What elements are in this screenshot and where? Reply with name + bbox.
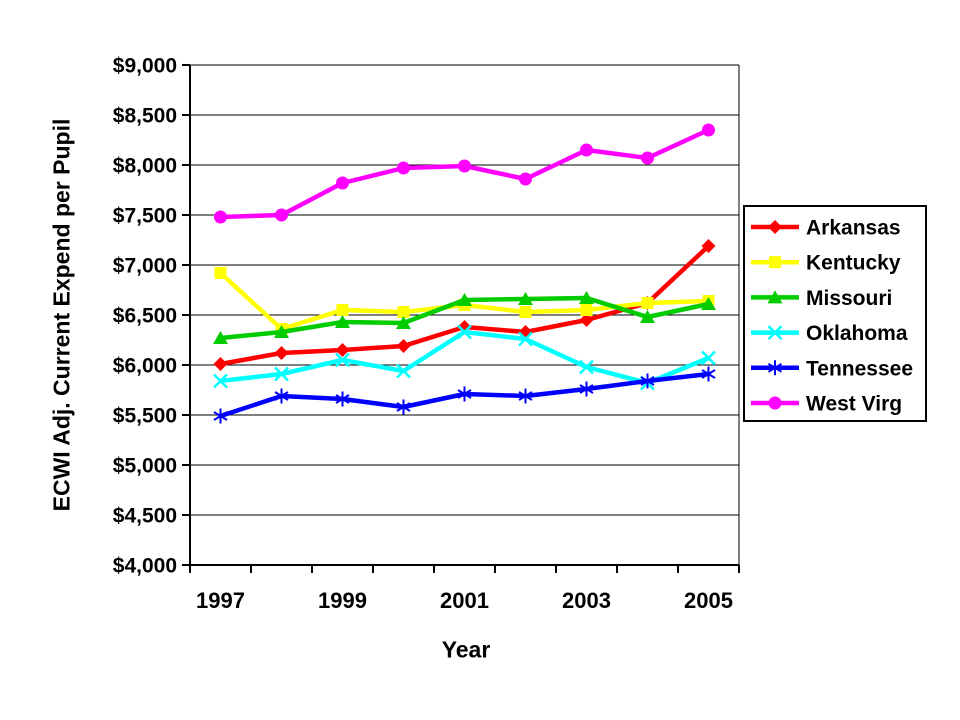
marker-arkansas (396, 339, 411, 353)
marker-tennessee (457, 386, 472, 402)
marker-tennessee (274, 388, 289, 404)
marker-kentucky (519, 306, 532, 318)
marker-tennessee (396, 399, 411, 415)
marker-west-virg (275, 208, 288, 222)
legend-marker-west-virg (768, 396, 782, 410)
legend-label-arkansas: Arkansas (806, 217, 901, 240)
x-tick-label: 2001 (440, 588, 489, 613)
y-tick-label: $4,000 (113, 555, 177, 578)
legend-marker-arkansas (768, 220, 782, 234)
legend-label-missouri: Missouri (806, 287, 892, 310)
y-tick-label: $5,000 (113, 455, 177, 478)
marker-arkansas (274, 346, 289, 360)
y-tick-label: $6,500 (113, 305, 177, 328)
y-tick-label: $8,500 (113, 105, 177, 128)
marker-missouri (396, 316, 411, 329)
legend-marker-tennessee (767, 360, 783, 376)
marker-west-virg (702, 123, 715, 137)
marker-missouri (213, 331, 228, 344)
legend-marker-kentucky (769, 256, 781, 269)
y-tick-label: $9,000 (113, 55, 177, 78)
x-tick-label: 1997 (196, 588, 245, 613)
y-tick-label: $6,000 (113, 355, 177, 378)
legend-label-tennessee: Tennessee (806, 357, 913, 380)
legend-marker-oklahoma (767, 325, 783, 340)
marker-kentucky (214, 267, 227, 279)
legend-box (743, 205, 927, 422)
marker-tennessee (579, 381, 594, 397)
legend-marker-missouri (767, 290, 783, 304)
marker-kentucky (580, 304, 593, 316)
series-line-oklahoma (218, 329, 711, 386)
marker-missouri (701, 297, 716, 310)
marker-missouri (518, 292, 533, 305)
marker-tennessee (213, 408, 228, 424)
marker-arkansas (213, 357, 228, 371)
marker-oklahoma (518, 331, 533, 347)
marker-missouri (274, 325, 289, 338)
marker-oklahoma (457, 324, 472, 340)
marker-tennessee (335, 391, 350, 407)
marker-arkansas (335, 343, 350, 357)
marker-arkansas (701, 239, 716, 253)
marker-tennessee (640, 373, 655, 389)
y-tick-label: $7,500 (113, 205, 177, 228)
series-line-west-virg (218, 127, 711, 220)
marker-missouri (640, 310, 655, 323)
marker-oklahoma (396, 363, 411, 379)
y-tick-label: $5,500 (113, 405, 177, 428)
marker-kentucky (641, 297, 654, 309)
marker-missouri (457, 293, 472, 306)
marker-west-virg (397, 161, 410, 175)
marker-oklahoma (213, 373, 228, 389)
x-tick-label: 1999 (318, 588, 367, 613)
x-tick-label: 2005 (684, 588, 733, 613)
marker-arkansas (579, 313, 594, 327)
marker-oklahoma (701, 350, 716, 366)
y-tick-label: $8,000 (113, 155, 177, 178)
y-tick-label: $7,000 (113, 255, 177, 278)
y-tick-label: $4,500 (113, 505, 177, 528)
marker-kentucky (397, 306, 410, 318)
marker-oklahoma (335, 352, 350, 368)
x-axis-title: Year (441, 636, 491, 663)
legend-label-west-virg: West Virg (806, 393, 902, 416)
marker-tennessee (701, 366, 716, 382)
y-axis-title: ECWI Adj. Current Expend per Pupil (48, 118, 75, 512)
marker-missouri (335, 315, 350, 328)
marker-west-virg (336, 176, 349, 190)
marker-missouri (579, 291, 594, 304)
marker-west-virg (458, 159, 471, 173)
marker-west-virg (641, 151, 654, 165)
legend-label-oklahoma: Oklahoma (806, 322, 908, 345)
marker-west-virg (580, 143, 593, 157)
marker-kentucky (336, 304, 349, 316)
marker-west-virg (519, 172, 532, 186)
marker-oklahoma (579, 359, 594, 375)
legend-label-kentucky: Kentucky (806, 252, 901, 275)
marker-tennessee (518, 388, 533, 404)
marker-west-virg (214, 210, 227, 224)
marker-oklahoma (274, 366, 289, 382)
x-tick-label: 2003 (562, 588, 611, 613)
